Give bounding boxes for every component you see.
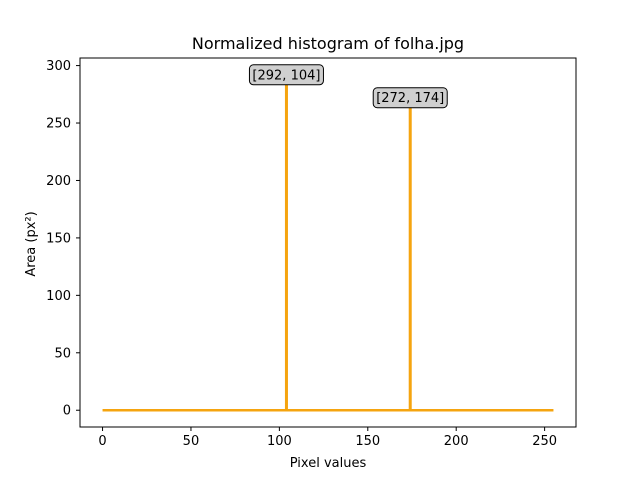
x-axis-label: Pixel values bbox=[290, 456, 367, 471]
axes-frame bbox=[79, 57, 577, 428]
y-tick-label: 300 bbox=[46, 59, 71, 74]
peak-annotation: [272, 174] bbox=[372, 87, 448, 109]
y-tick-label: 250 bbox=[46, 117, 71, 132]
x-tick-label: 50 bbox=[183, 434, 200, 449]
annotations: [292, 104] [272, 174] bbox=[248, 64, 448, 109]
annotation-text: [272, 174] bbox=[376, 91, 444, 106]
y-tick-label: 0 bbox=[63, 404, 71, 419]
x-tick-label: 0 bbox=[98, 434, 106, 449]
histogram-series-line bbox=[102, 74, 554, 412]
y-tick-label: 200 bbox=[46, 174, 71, 189]
y-tick-label: 150 bbox=[46, 231, 71, 246]
peak-annotation: [292, 104] bbox=[248, 64, 324, 86]
chart-title: Normalized histogram of folha.jpg bbox=[192, 34, 464, 53]
y-axis: 0 50 100 150 200 250 300 bbox=[46, 59, 80, 419]
annotation-box bbox=[248, 64, 324, 86]
x-tick-label: 150 bbox=[355, 434, 380, 449]
x-axis: 0 50 100 150 200 250 bbox=[98, 427, 557, 449]
y-axis-label: Area (px²) bbox=[24, 211, 39, 276]
x-tick-label: 100 bbox=[267, 434, 292, 449]
plot-area bbox=[102, 74, 554, 412]
annotation-box bbox=[372, 87, 448, 109]
y-tick-label: 100 bbox=[46, 289, 71, 304]
x-tick-label: 250 bbox=[532, 434, 557, 449]
x-tick-label: 200 bbox=[444, 434, 469, 449]
y-tick-label: 50 bbox=[54, 346, 71, 361]
annotation-text: [292, 104] bbox=[252, 68, 320, 83]
